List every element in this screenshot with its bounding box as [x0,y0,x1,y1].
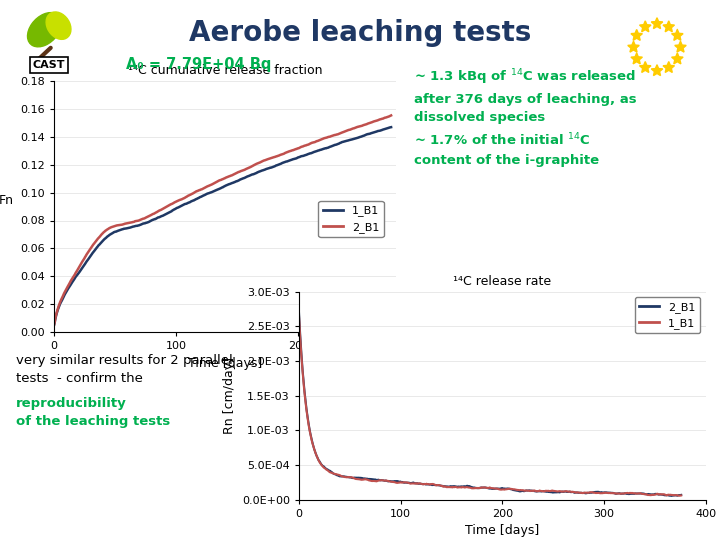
1_B1 [232,178,240,185]
Line: 1_B1: 1_B1 [299,313,681,496]
Legend: 1_B1, 2_B1: 1_B1, 2_B1 [318,201,384,237]
1_B1 [677,492,685,498]
Title: ¹⁴C release rate: ¹⁴C release rate [453,275,552,288]
Text: Aerobe leaching tests: Aerobe leaching tests [189,19,531,47]
1_B1 [326,144,335,150]
1_B1 [379,126,387,133]
2_B1 [550,489,559,496]
2_B1 [667,492,676,499]
1_B1 [582,490,591,496]
Text: ~ 1.3 kBq of $^{14}$C was released
after 376 days of leaching, as
dissolved spec: ~ 1.3 kBq of $^{14}$C was released after… [414,68,636,167]
Ellipse shape [46,12,71,39]
X-axis label: Time [days]: Time [days] [188,357,262,370]
Polygon shape [663,21,675,32]
2_B1 [677,491,685,498]
Polygon shape [639,21,651,32]
2_B1 [232,170,240,177]
Polygon shape [639,62,651,72]
1_B1 [550,488,559,494]
Polygon shape [652,65,662,76]
2_B1 [582,490,591,496]
1_B1 [387,124,395,130]
Text: reproducibility
of the leaching tests: reproducibility of the leaching tests [16,397,170,428]
Polygon shape [631,30,642,40]
2_B1 [210,180,218,186]
2_B1 [251,161,259,168]
2_B1 [387,112,395,119]
Polygon shape [631,53,642,64]
Text: A₀ = 7.79E+04 Bq: A₀ = 7.79E+04 Bq [126,57,271,72]
2_B1 [294,306,303,313]
Ellipse shape [27,12,61,47]
2_B1 [362,475,371,482]
1_B1 [210,188,218,194]
Y-axis label: Fn: Fn [0,193,14,206]
Polygon shape [675,41,686,52]
1_B1 [294,309,303,316]
1_B1 [675,492,684,499]
1_B1 [362,476,371,483]
Title: ¹⁴C cumulative release fraction: ¹⁴C cumulative release fraction [127,64,323,77]
2_B1 [326,133,335,140]
2_B1 [393,478,402,484]
Polygon shape [628,41,639,52]
2_B1 [379,116,387,122]
Polygon shape [672,53,683,64]
Line: 1_B1: 1_B1 [54,127,391,325]
Legend: 2_B1, 1_B1: 2_B1, 1_B1 [635,297,700,333]
FancyArrowPatch shape [38,48,50,59]
2_B1 [212,179,220,185]
1_B1 [467,485,476,491]
1_B1 [50,322,58,328]
2_B1 [467,484,476,490]
1_B1 [251,171,259,177]
1_B1 [520,487,528,494]
2_B1 [50,322,58,328]
Line: 2_B1: 2_B1 [54,116,391,325]
Y-axis label: Rn [cm/day]: Rn [cm/day] [223,357,236,434]
Polygon shape [672,30,683,40]
Text: CAST: CAST [32,60,65,70]
X-axis label: Time [days]: Time [days] [465,524,539,537]
Polygon shape [652,18,662,29]
2_B1 [520,488,528,495]
Polygon shape [663,62,675,72]
1_B1 [212,187,220,193]
1_B1 [393,480,402,486]
Line: 2_B1: 2_B1 [299,309,681,496]
Text: very similar results for 2 parallel
tests  - confirm the: very similar results for 2 parallel test… [16,354,233,385]
